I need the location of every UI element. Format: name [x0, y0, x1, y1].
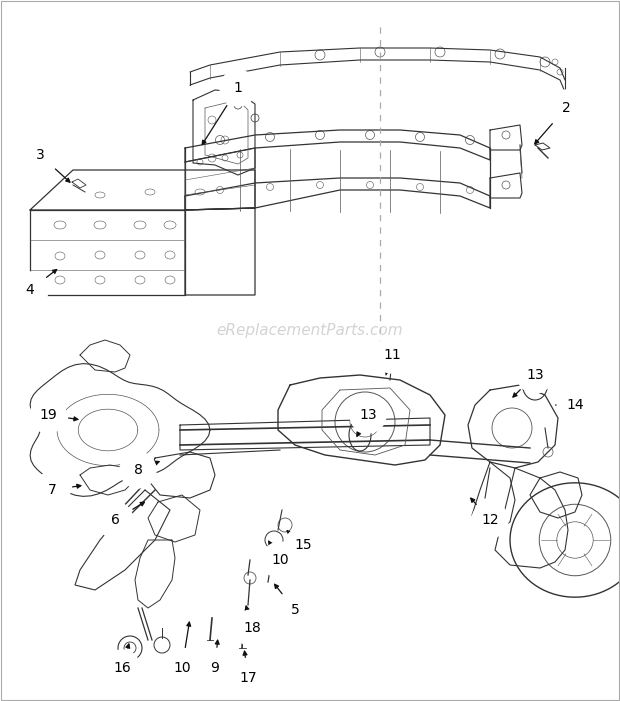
- Text: 15: 15: [294, 538, 312, 552]
- Circle shape: [472, 502, 508, 538]
- Text: 10: 10: [271, 553, 289, 567]
- Text: 8: 8: [133, 463, 143, 477]
- Text: 12: 12: [481, 513, 499, 527]
- Circle shape: [164, 650, 200, 686]
- Text: 3: 3: [35, 148, 45, 162]
- Circle shape: [350, 397, 386, 433]
- Circle shape: [557, 387, 593, 423]
- Text: 18: 18: [243, 621, 261, 635]
- Text: 14: 14: [566, 398, 584, 412]
- Text: 2: 2: [562, 101, 570, 115]
- Text: 9: 9: [211, 661, 219, 675]
- Text: 7: 7: [48, 483, 56, 497]
- Circle shape: [220, 70, 256, 106]
- Circle shape: [120, 452, 156, 488]
- Circle shape: [230, 660, 266, 696]
- Circle shape: [234, 610, 270, 646]
- Circle shape: [548, 90, 584, 126]
- Text: 4: 4: [25, 283, 34, 297]
- Text: 17: 17: [239, 671, 257, 685]
- Circle shape: [285, 527, 321, 563]
- Text: 13: 13: [359, 408, 377, 422]
- Text: 10: 10: [173, 661, 191, 675]
- Text: 16: 16: [113, 661, 131, 675]
- Circle shape: [197, 650, 233, 686]
- Text: 1: 1: [234, 81, 242, 95]
- Text: 6: 6: [110, 513, 120, 527]
- Circle shape: [517, 357, 553, 393]
- Circle shape: [374, 337, 410, 373]
- Text: 19: 19: [39, 408, 57, 422]
- Circle shape: [22, 137, 58, 173]
- Circle shape: [34, 472, 70, 508]
- Circle shape: [12, 272, 48, 308]
- Circle shape: [30, 397, 66, 433]
- Text: eReplacementParts.com: eReplacementParts.com: [216, 323, 404, 339]
- Text: 11: 11: [383, 348, 401, 362]
- Text: 5: 5: [291, 603, 299, 617]
- Circle shape: [277, 592, 313, 628]
- Circle shape: [104, 650, 140, 686]
- Text: 13: 13: [526, 368, 544, 382]
- Circle shape: [97, 502, 133, 538]
- Circle shape: [262, 542, 298, 578]
